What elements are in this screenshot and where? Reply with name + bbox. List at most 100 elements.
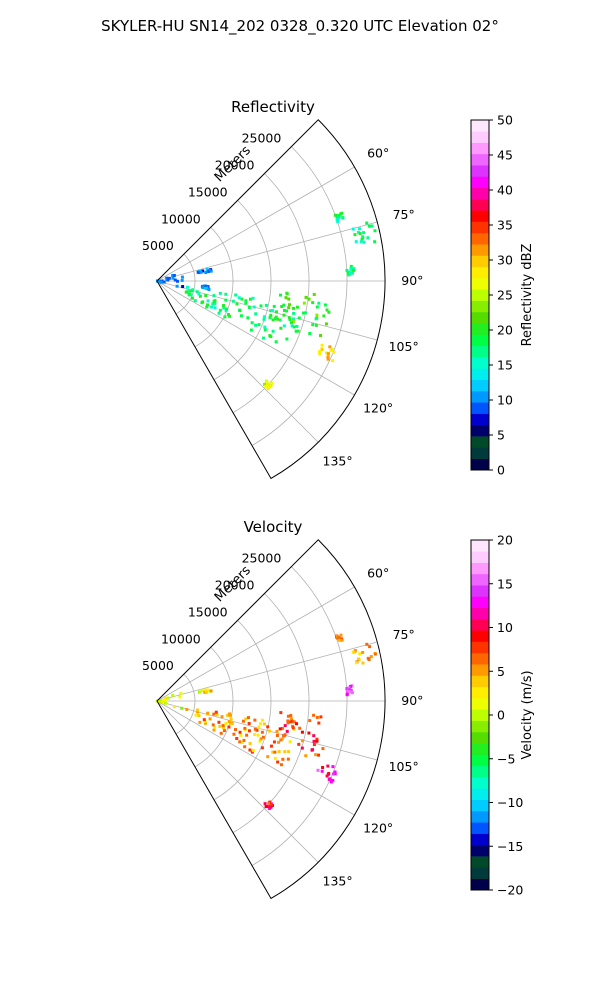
gate-pixel (222, 306, 226, 310)
gate-pixel (341, 216, 345, 220)
gate-pixel (204, 691, 208, 695)
gate-pixel (175, 279, 179, 283)
gate-pixel (252, 305, 256, 309)
gate-pixel (194, 713, 198, 717)
data-gates (155, 211, 377, 391)
gate-pixel (280, 737, 284, 741)
gate-pixel (332, 350, 336, 354)
gate-pixel (166, 696, 170, 700)
gate-pixel (197, 292, 201, 296)
azimuth-gridline (156, 700, 319, 863)
gate-pixel (171, 276, 175, 280)
colorbar-tick-label: 30 (497, 253, 513, 268)
gate-pixel (318, 350, 322, 354)
colorbar-tick-label: 5 (497, 664, 505, 679)
panel-title: Velocity (244, 518, 303, 536)
gate-pixel (290, 324, 294, 328)
colorbar-segment (471, 255, 489, 268)
gate-pixel (258, 722, 262, 726)
gate-pixel (340, 638, 344, 642)
gate-pixel (373, 229, 377, 233)
gate-pixel (171, 693, 175, 697)
gate-pixel (244, 301, 248, 305)
gate-pixel (238, 730, 242, 734)
gate-pixel (288, 740, 292, 744)
colorbar-segment (471, 619, 489, 631)
colorbar-segment (471, 323, 489, 335)
echo-feature (345, 684, 354, 697)
colorbar-tick-label: 45 (497, 148, 513, 163)
gate-pixel (335, 216, 339, 220)
azimuth-tick-label: 105° (389, 759, 419, 774)
azimuth-tick-label: 75° (393, 627, 415, 642)
colorbar-segment (471, 754, 489, 767)
gate-pixel (195, 708, 199, 712)
colorbar-segment (471, 176, 489, 189)
gate-pixel (218, 291, 222, 295)
sector-outline (156, 119, 386, 480)
gate-pixel (251, 748, 255, 752)
gate-pixel (296, 329, 300, 333)
gate-pixel (289, 714, 293, 718)
gate-pixel (201, 285, 205, 289)
gate-pixel (351, 227, 355, 231)
gate-pixel (160, 699, 164, 703)
azimuth-gridline (156, 586, 355, 702)
gate-pixel (265, 380, 269, 384)
gate-pixel (292, 320, 296, 324)
gate-pixel (181, 285, 185, 289)
gate-pixel (266, 725, 270, 729)
colorbar-segment (471, 244, 489, 256)
gate-pixel (234, 293, 238, 297)
gate-pixel (158, 699, 162, 703)
gate-pixel (262, 317, 266, 321)
colorbar-segment (471, 765, 489, 778)
colorbar-segment (471, 390, 489, 403)
gate-pixel (316, 768, 320, 772)
gate-pixel (266, 387, 270, 391)
colorbar-segment (471, 424, 489, 437)
gate-pixel (212, 294, 216, 298)
gate-pixel (244, 299, 248, 303)
gate-pixel (207, 288, 211, 292)
gate-pixel (284, 296, 288, 300)
gate-pixel (333, 770, 337, 774)
echo-feature (335, 633, 344, 642)
gate-pixel (191, 288, 195, 292)
azimuth-tick-label: 90° (401, 693, 423, 708)
azimuth-tick-label: 135° (323, 874, 353, 889)
gate-pixel (206, 299, 210, 303)
gate-pixel (238, 740, 242, 744)
colorbar-segment (471, 278, 489, 290)
gate-pixel (243, 726, 247, 730)
gate-pixel (271, 750, 275, 754)
colorbar-segment (471, 698, 489, 710)
range-ring (232, 173, 310, 413)
colorbar-tick-label: 0 (497, 463, 505, 478)
gate-pixel (232, 732, 236, 736)
gate-pixel (239, 733, 243, 737)
gate-pixel (201, 688, 205, 692)
gate-pixel (354, 661, 358, 665)
gate-pixel (311, 301, 315, 305)
gate-pixel (224, 309, 228, 313)
gate-pixel (278, 727, 282, 731)
gate-pixel (345, 268, 349, 272)
gate-pixel (326, 357, 330, 361)
gate-pixel (198, 690, 202, 694)
gate-pixel (164, 701, 168, 705)
gate-pixel (276, 760, 280, 764)
gate-pixel (234, 728, 238, 732)
colorbar-segment (471, 562, 489, 575)
gate-pixel (292, 720, 296, 724)
range-tick-label: 5000 (142, 658, 174, 673)
colorbar-segment (471, 221, 489, 234)
gate-pixel (332, 772, 336, 776)
gate-pixel (358, 652, 362, 656)
gate-pixel (204, 286, 208, 290)
gate-pixel (340, 211, 344, 215)
azimuth-gridline (156, 221, 378, 282)
azimuth-gridline (156, 280, 355, 396)
gate-pixel (289, 321, 293, 325)
gate-pixel (361, 236, 365, 240)
